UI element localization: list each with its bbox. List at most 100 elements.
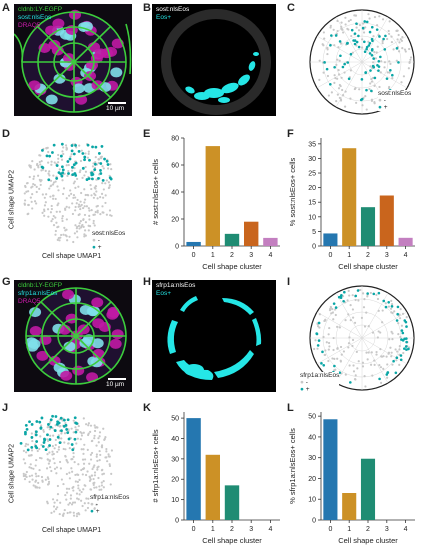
umap-point-neg bbox=[84, 165, 87, 169]
umap-point-neg bbox=[89, 458, 93, 461]
umap-point-neg bbox=[80, 490, 83, 494]
umap-point-neg bbox=[56, 204, 59, 207]
umap-point-neg bbox=[97, 158, 100, 161]
umap-point-neg bbox=[23, 478, 27, 481]
umap-point-pos bbox=[34, 444, 38, 448]
cell-point-neg bbox=[323, 353, 327, 356]
umap-point-neg bbox=[66, 174, 69, 178]
umap-point-neg bbox=[93, 424, 96, 427]
cell-point-neg bbox=[382, 367, 385, 371]
cell-point-pos bbox=[377, 69, 380, 72]
umap-point-neg bbox=[72, 193, 76, 197]
umap-point-neg bbox=[28, 164, 31, 167]
y-tick-label: 50 bbox=[171, 416, 179, 423]
channel-label-eos: sost:nlsEos bbox=[18, 14, 52, 21]
panel-label-b: B bbox=[143, 2, 151, 14]
x-axis-label: Cell shape cluster bbox=[338, 262, 398, 271]
cell-point-neg bbox=[325, 341, 328, 344]
umap-point-neg bbox=[102, 427, 105, 430]
umap-point-neg bbox=[65, 491, 69, 494]
umap-point-neg bbox=[57, 202, 60, 205]
umap-point-neg bbox=[44, 478, 47, 481]
umap-point-neg bbox=[57, 189, 60, 192]
umap-point-neg bbox=[67, 442, 70, 445]
cell-point-neg bbox=[387, 32, 391, 35]
cell-point-pos bbox=[365, 47, 368, 51]
cell-point-neg bbox=[361, 361, 365, 364]
cell-point-pos bbox=[340, 293, 343, 297]
umap-point-neg bbox=[75, 202, 78, 205]
x-axis-label: Cell shape cluster bbox=[202, 536, 262, 545]
umap-point-neg bbox=[38, 486, 41, 489]
umap-point-pos bbox=[58, 441, 62, 445]
cell-point-neg bbox=[397, 322, 400, 325]
umap-point-neg bbox=[74, 186, 77, 189]
umap-point-neg bbox=[61, 514, 64, 517]
x-tick-label: 2 bbox=[230, 252, 234, 259]
panel-label-i: I bbox=[287, 276, 291, 288]
cell-point-pos bbox=[350, 28, 354, 32]
umap-point-neg bbox=[95, 453, 99, 456]
umap-point-neg bbox=[83, 198, 87, 201]
cell-point-neg bbox=[351, 344, 354, 348]
umap-point-neg bbox=[93, 507, 96, 510]
umap-point-neg bbox=[92, 466, 95, 469]
cell-point-pos bbox=[368, 52, 372, 55]
umap-point-neg bbox=[95, 503, 98, 506]
cell-point-neg bbox=[357, 29, 361, 32]
umap-point-neg bbox=[80, 499, 83, 502]
umap-point-neg bbox=[50, 204, 53, 208]
polar-spoke bbox=[316, 35, 363, 63]
cell-point-neg bbox=[383, 61, 387, 64]
cell-point-neg bbox=[344, 23, 347, 26]
umap-point-neg bbox=[84, 170, 88, 173]
cell-point-pos bbox=[368, 41, 372, 45]
umap-point-neg bbox=[78, 489, 81, 492]
cell-point-pos bbox=[395, 319, 399, 322]
umap-point-neg bbox=[28, 475, 31, 478]
cell-point-neg bbox=[394, 348, 397, 351]
umap-point-neg bbox=[99, 453, 102, 457]
cell-point-neg bbox=[338, 326, 341, 329]
umap-point-pos bbox=[99, 169, 102, 172]
cell-point-pos bbox=[405, 340, 408, 344]
umap-point-neg bbox=[54, 216, 57, 219]
polar-plot-c: sost:nlsEos ● - ● + bbox=[306, 4, 418, 120]
umap-point-neg bbox=[51, 453, 54, 456]
cell-point-neg bbox=[409, 56, 413, 59]
cell-point-neg bbox=[318, 78, 321, 81]
umap-point-neg bbox=[67, 163, 70, 167]
cell-point-pos bbox=[397, 61, 400, 64]
umap-point-pos bbox=[59, 154, 63, 158]
umap-point-pos bbox=[90, 177, 94, 181]
cell-point-pos bbox=[377, 65, 381, 68]
bar-cluster-3 bbox=[379, 195, 394, 246]
umap-point-neg bbox=[75, 146, 78, 149]
umap-point-neg bbox=[57, 448, 60, 451]
umap-point-neg bbox=[86, 470, 89, 473]
umap-point-pos bbox=[41, 148, 44, 152]
umap-point-neg bbox=[38, 468, 41, 472]
cell-point-pos bbox=[383, 48, 387, 51]
legend-j-title: sfrp1a:nlsEos bbox=[90, 494, 130, 501]
umap-point-neg bbox=[41, 211, 44, 214]
umap-point-neg bbox=[92, 196, 95, 199]
x-tick-label: 4 bbox=[268, 526, 272, 533]
umap-point-neg bbox=[98, 449, 101, 453]
umap-point-neg bbox=[60, 478, 63, 481]
umap-point-neg bbox=[97, 161, 100, 165]
umap-point-neg bbox=[66, 239, 69, 242]
umap-point-neg bbox=[32, 467, 35, 470]
umap-point-neg bbox=[80, 203, 83, 207]
umap-point-neg bbox=[77, 203, 81, 206]
umap-point-neg bbox=[41, 479, 44, 482]
umap-point-neg bbox=[83, 443, 86, 446]
cell-point-neg bbox=[397, 333, 400, 336]
umap-point-neg bbox=[31, 207, 34, 210]
cell-point-pos bbox=[385, 373, 389, 376]
cell-point-pos bbox=[390, 305, 394, 308]
umap-point-pos bbox=[65, 428, 69, 431]
y-tick-label: 0 bbox=[175, 244, 179, 251]
x-tick-label: 0 bbox=[192, 526, 196, 533]
umap-point-neg bbox=[95, 231, 99, 234]
